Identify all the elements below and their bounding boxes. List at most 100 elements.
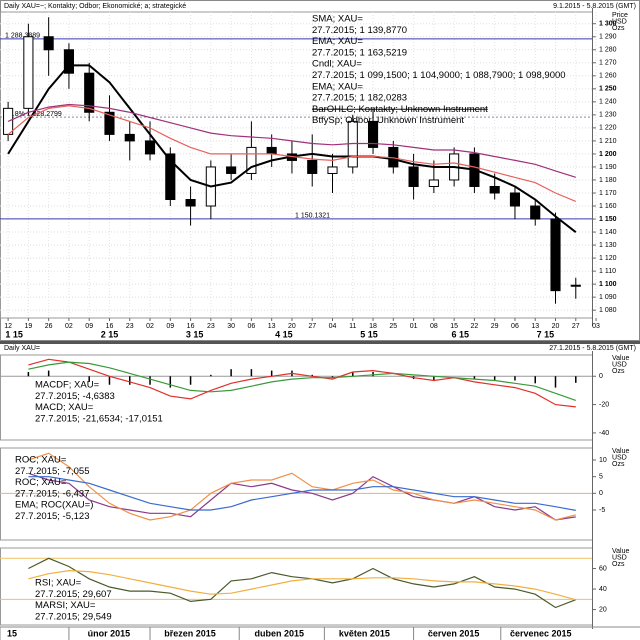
legend-entry: MACDF; XAU= [35,380,100,391]
candle-body [185,199,196,207]
x-tick-label: 27 [308,323,316,330]
y-tick-label: -5 [599,507,605,514]
x-tick-label: 15 [450,323,458,330]
month-label: 2 15 [101,329,119,339]
x-tick-label: březen 2015 [164,628,216,638]
line-series [7,103,576,178]
y-axis-label: Value [612,448,629,455]
candle-body [570,284,581,287]
y-tick-label: 1 240 [599,99,617,106]
y-tick-label: 0 [599,373,603,380]
y-tick-label: -40 [599,430,609,437]
legend-entry: MARSI; XAU= [35,600,96,611]
legend-entry: MACD; XAU= [35,402,94,413]
month-label: 1 15 [5,329,23,339]
x-tick-label: 15 [7,628,17,638]
x-tick-label: 18 [369,323,377,330]
candle-body [266,146,277,155]
month-label: 7 15 [537,329,555,339]
legend-entry: Cndl; XAU= [312,59,362,70]
y-tick-label: 1 160 [599,203,617,210]
legend-entry: 27.7.2015; -6,437 [15,488,89,499]
panel-title: Daily XAU=~; Kontakty; Odbor; Ekonomické… [4,3,186,10]
y-tick-label: 1 270 [599,60,617,67]
x-tick-label: 26 [45,323,53,330]
y-tick-label: 1 190 [599,164,617,171]
candle-body [530,205,541,220]
y-tick-label: 1 130 [599,242,617,249]
month-label: 3 15 [186,329,204,339]
x-tick-label: 06 [511,323,519,330]
x-tick-label: 12 [4,323,12,330]
legend-entry: 27.7.2015; 1 163,5219 [312,47,407,58]
y-tick-label: 5 [599,474,603,481]
legend-entry: EMA; XAU= [312,36,363,47]
legend-entry: ROC; XAU= [15,455,67,466]
y-tick-label: 1 170 [599,190,617,197]
x-tick-label: 16 [106,323,114,330]
line-series [28,361,576,401]
y-tick-label: 1 090 [599,294,617,301]
x-tick-label: 29 [491,323,499,330]
candle-body [43,36,54,51]
legend-entry: 27.7.2015; -5,123 [15,511,89,522]
x-tick-label: 27 [572,323,580,330]
separator [0,341,640,344]
y-tick-label: 1 140 [599,229,617,236]
candle-body [63,49,74,74]
x-tick-label: 30 [227,323,235,330]
x-tick-label: 22 [471,323,479,330]
y-tick-label: 1 120 [599,255,617,262]
y-tick-label: 1 260 [599,73,617,80]
y-tick-label: -20 [599,401,609,408]
y-tick-label: 0 [599,490,603,497]
x-tick-label: 25 [389,323,397,330]
candle-body [307,159,318,174]
y-axis-label: USD [612,18,627,25]
y-axis-label: Ozs [612,25,625,32]
legend-entry: 27.7.2015; -21,6534; -17,0151 [35,413,163,424]
x-tick-label: červen 2015 [428,628,480,638]
x-tick-label: 20 [552,323,560,330]
y-tick-label: 1 150 [599,216,617,223]
y-tick-label: 1 220 [599,125,617,132]
month-label: 6 15 [451,329,469,339]
candle-body [327,166,338,174]
candle-body [144,140,156,155]
candle-body [104,111,115,135]
y-tick-label: 1 180 [599,177,617,184]
x-tick-label: 02 [65,323,73,330]
y-tick-label: 1 210 [599,138,617,145]
candle-body [550,218,561,292]
candle-body [246,146,257,174]
y-axis-label: Value [612,355,629,362]
legend-entry: 27.7.2015; 1 182,0283 [312,93,407,104]
y-axis-label: Ozs [612,368,625,375]
x-tick-label: 01 [410,323,418,330]
x-tick-label: 03 [592,323,600,330]
legend-entry: EMA; XAU= [312,81,363,92]
x-tick-label: 23 [126,323,134,330]
y-axis-label: Value [612,548,629,555]
reference-label: 1 288.3889 [5,33,40,40]
legend-entry: 27.7.2015; 29,607 [35,589,112,600]
candle-body [428,179,439,187]
x-tick-label: 16 [187,323,195,330]
y-tick-label: 1 080 [599,307,617,314]
legend-entry: BtfySp; Odbor; Unknown Instrument [312,115,464,126]
legend-entry: ROC; XAU= [15,477,67,488]
line-series [28,476,576,511]
y-axis-label: Ozs [612,461,625,468]
y-tick-label: 1 200 [599,151,617,158]
candle-body [84,72,95,113]
y-tick-label: 1 100 [599,281,617,288]
legend-entry: BarOHLC; Kontakty; Unknown Instrument [312,104,488,115]
y-axis-label: Price [612,12,628,19]
y-tick-label: 20 [599,606,607,613]
legend-entry: 27.7.2015; 29,549 [35,611,112,622]
month-label: 4 15 [275,329,293,339]
line-series [28,452,576,521]
legend-entry: SMA; XAU= [312,14,363,25]
